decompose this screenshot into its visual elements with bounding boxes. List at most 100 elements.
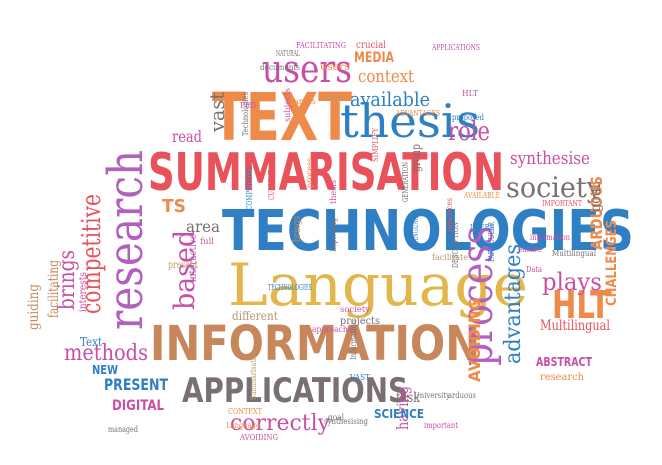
cloud-word-resources: resources: [445, 198, 454, 232]
cloud-word-present: present: [168, 260, 198, 271]
cloud-word-guiding: guiding: [26, 284, 42, 330]
cloud-word-brings: brings: [292, 216, 303, 242]
cloud-word-advantages: advantages: [501, 244, 526, 364]
cloud-word-research: research: [98, 150, 154, 330]
cloud-word-interactive: interactive: [188, 234, 199, 282]
cloud-word-context: context: [358, 66, 415, 87]
cloud-word-competitive: COMPETITIVE: [245, 166, 254, 210]
cloud-word-documents: documents: [260, 63, 300, 72]
cloud-word-process: process: [305, 158, 314, 188]
cloud-word-multilingual: Multilingual: [540, 318, 610, 334]
cloud-word-generation: GENERATION: [401, 162, 410, 202]
cloud-word-important: important: [424, 421, 459, 430]
cloud-word-information: Information: [349, 320, 358, 360]
cloud-word-areas: areas: [294, 97, 316, 106]
cloud-word-science: SCIENCE: [374, 407, 424, 421]
cloud-word-language: Language: [228, 251, 528, 319]
cloud-word-applications: APPLICATIONS: [182, 371, 408, 411]
cloud-word-technologies: TECHNOLOGIES: [268, 283, 312, 292]
cloud-word-exploiting: Exploiting: [329, 218, 338, 252]
cloud-word-hlt: HLT: [552, 283, 610, 327]
cloud-word-summarisation: Summarisation: [249, 350, 258, 400]
cloud-word-available: AVAILABLE: [463, 191, 500, 200]
cloud-word-goal: goal: [328, 413, 344, 422]
cloud-word-approaches: approaches: [312, 325, 356, 334]
cloud-word-full: full: [200, 237, 214, 246]
cloud-word-hlt: HLT: [462, 89, 479, 98]
cloud-word-thesis: thesis: [340, 94, 480, 148]
cloud-word-role: role: [326, 93, 342, 102]
cloud-word-context: CONTEXT: [228, 407, 263, 416]
cloud-word-summarisation: SUMMARISATION: [148, 143, 504, 203]
cloud-word-challenges: CHALLENGES: [604, 220, 620, 306]
cloud-word-proposed: proposed: [452, 113, 484, 122]
cloud-word-having: having: [393, 386, 412, 430]
cloud-word-important: IMPORTANT: [542, 199, 583, 208]
cloud-word-media: MEDIA: [354, 50, 394, 66]
cloud-word-arduous: arduous: [448, 391, 476, 400]
cloud-word-text: Text: [80, 335, 102, 349]
cloud-word-synthesising: synthesising: [324, 417, 368, 426]
cloud-word-data: Data: [526, 265, 542, 274]
cloud-word-technologies: TECHNOLOGIES: [222, 199, 634, 264]
cloud-word-facilitating: facilitating: [46, 260, 62, 318]
cloud-word-based: based: [168, 230, 201, 310]
cloud-word-correctly: correctly: [230, 411, 331, 436]
cloud-word-natural: NATURAL: [276, 49, 300, 58]
cloud-word-facilitate: facilitate: [432, 253, 468, 262]
cloud-word-users: USERS: [470, 223, 494, 232]
cloud-word-language: Language: [226, 421, 260, 430]
cloud-word-ensure: ensure: [518, 245, 542, 254]
cloud-word-users: users: [262, 47, 352, 91]
cloud-word-different: different: [232, 309, 278, 323]
cloud-word-vast: vast: [205, 92, 229, 133]
cloud-word-plays: plays: [542, 268, 602, 296]
cloud-word-phd: PhD: [240, 101, 256, 110]
cloud-word-available: available: [350, 87, 430, 111]
cloud-word-projects: projects: [340, 316, 380, 327]
cloud-word-users: users: [320, 62, 350, 73]
cloud-word-synthesise: synthesise: [510, 148, 590, 169]
cloud-word-society: society: [506, 171, 602, 204]
cloud-word-language: LANGUAGE: [411, 212, 420, 246]
cloud-word-read: read: [172, 127, 202, 146]
cloud-word-process: process: [452, 226, 503, 366]
cloud-word-applications: APPLICATIONS: [431, 43, 480, 52]
cloud-word-managed: managed: [108, 425, 138, 434]
cloud-word-group: group: [409, 144, 423, 172]
cloud-word-avoiding: AVOIDING: [465, 298, 484, 382]
cloud-word-simplify: SIMPLIFY: [371, 127, 380, 162]
cloud-word-task: task: [396, 390, 420, 406]
cloud-word-multilingual: Multilingual: [552, 249, 596, 258]
cloud-word-abstract: ABSTRACT: [536, 355, 593, 369]
cloud-word-particular: PARTICULAR: [487, 221, 496, 262]
cloud-word-technologies: Technologies: [241, 92, 250, 136]
cloud-word-current: CURRENT: [267, 170, 276, 200]
cloud-word-society: society: [340, 305, 370, 314]
cloud-word-description: DESCRIPTION: [451, 222, 460, 268]
cloud-word-interests: interests: [78, 272, 89, 312]
cloud-word-subjects: subjects: [283, 88, 292, 122]
cloud-word-competitive: competitive: [77, 194, 107, 314]
cloud-word-area: area: [186, 217, 220, 236]
cloud-word-present: PRESENT: [104, 375, 168, 394]
cloud-word-goal: goal: [588, 184, 604, 212]
cloud-word-avoiding: AVOIDING: [239, 433, 278, 442]
cloud-word-role: role: [448, 117, 490, 147]
cloud-word-brings: brings: [55, 250, 80, 310]
cloud-word-ts: TS: [162, 196, 186, 217]
cloud-word-thesis: thesis: [329, 180, 338, 204]
cloud-word-arduous: ARDUOUS: [587, 176, 606, 250]
cloud-word-information: INFORMATION: [150, 316, 480, 372]
cloud-word-facilitating: FACILITATING: [296, 41, 346, 50]
cloud-word-information: information: [530, 233, 570, 242]
cloud-word-text: TEXT: [212, 79, 352, 156]
cloud-word-research: research: [540, 372, 585, 383]
cloud-word-advantages: ADVANTAGES: [395, 109, 440, 118]
cloud-word-digital: DIGITAL: [112, 398, 164, 414]
cloud-word-methods: methods: [64, 341, 148, 366]
cloud-word-crucial: crucial: [356, 40, 386, 51]
cloud-word-new: NEW: [92, 363, 118, 377]
cloud-word-vast: VAST: [349, 373, 371, 382]
